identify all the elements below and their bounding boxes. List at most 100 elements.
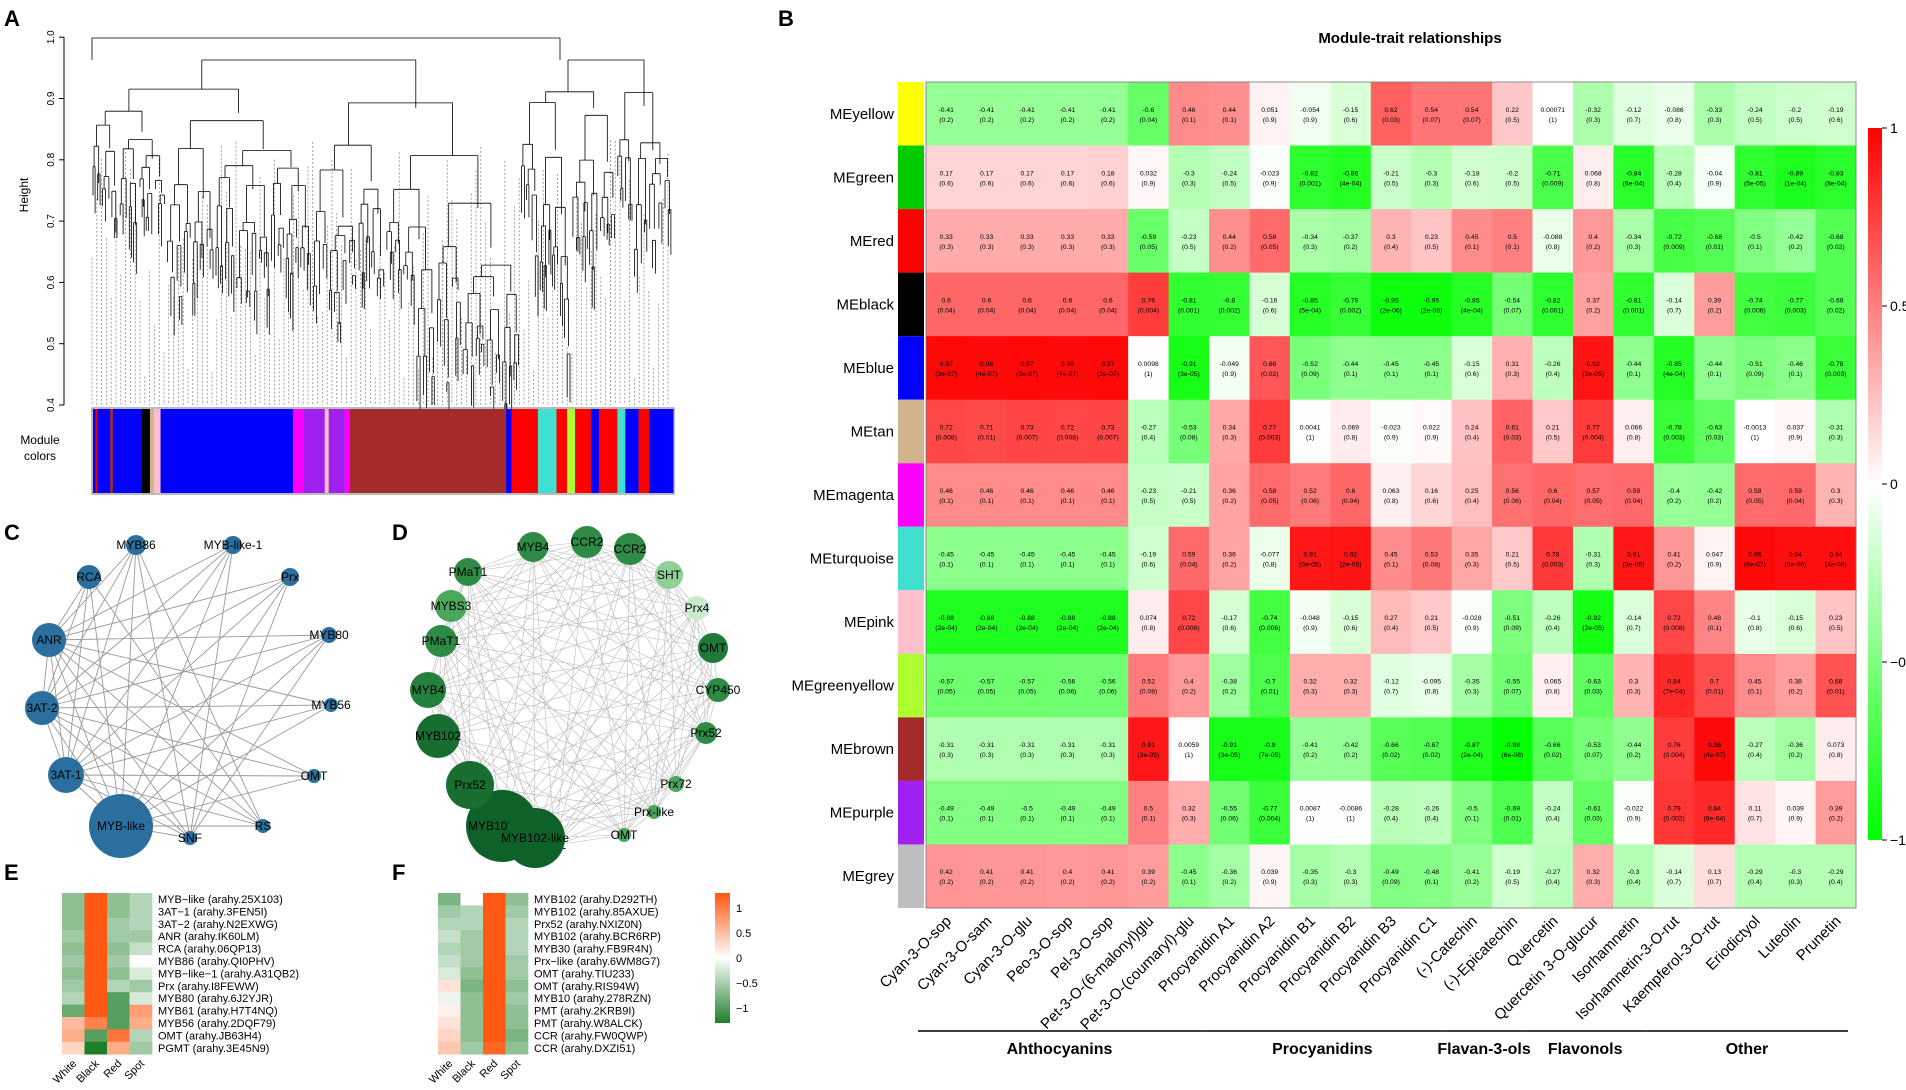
heatmap-cell bbox=[1411, 336, 1453, 401]
cell-value: 0.022 bbox=[1423, 424, 1440, 431]
heatmap-cell bbox=[1370, 844, 1412, 909]
heatmap-cell bbox=[1006, 780, 1048, 845]
cell-value: -0.31 bbox=[1060, 742, 1076, 749]
cell-value: -0.41 bbox=[1100, 107, 1116, 114]
cell-value: 0.56 bbox=[1506, 488, 1519, 495]
heatmap-e: MYB−like (arahy.25X103)3AT−1 (arahy.3FEN… bbox=[51, 893, 299, 1086]
heatmap-cell bbox=[1451, 463, 1493, 528]
network-c-node-label: ANR bbox=[36, 633, 62, 647]
cell-pvalue: (0.08) bbox=[1140, 689, 1158, 696]
cell-value: -0.82 bbox=[1545, 297, 1561, 304]
heatmap-cell bbox=[1492, 844, 1533, 909]
cell-pvalue: (0.9) bbox=[1788, 816, 1802, 823]
heatmap_e-cell bbox=[129, 893, 153, 906]
heatmap-cell bbox=[1330, 209, 1372, 274]
cell-pvalue: (0.7) bbox=[1707, 879, 1721, 886]
heatmap_f-column-label: Black bbox=[450, 1057, 478, 1085]
cell-value: 0.27 bbox=[1384, 615, 1397, 622]
heatmap_f-cell bbox=[483, 942, 506, 956]
cell-value: 0.074 bbox=[1140, 615, 1157, 622]
cell-pvalue: (4e-04) bbox=[1663, 371, 1685, 378]
colorbar-tick-label: −0.5 bbox=[1890, 654, 1906, 670]
network-c-node bbox=[126, 535, 146, 555]
heatmap-cell bbox=[1330, 272, 1372, 337]
cell-pvalue: (0.4) bbox=[1141, 434, 1155, 441]
cell-value: -0.24 bbox=[1545, 806, 1561, 813]
heatmap-cell bbox=[1330, 463, 1372, 528]
cell-pvalue: (0.4) bbox=[1546, 371, 1560, 378]
heatmap-cell bbox=[1815, 399, 1857, 464]
heatmap-cell bbox=[1492, 209, 1533, 274]
cell-value: -0.49 bbox=[1100, 806, 1116, 813]
heatmap-cell bbox=[1532, 272, 1574, 337]
heatmap-cell bbox=[926, 653, 967, 718]
heatmap-cell bbox=[1694, 717, 1736, 782]
network-c-node bbox=[183, 831, 197, 845]
cell-pvalue: (0.06) bbox=[1099, 689, 1117, 696]
heatmap-cell bbox=[1168, 844, 1210, 909]
heatmap_f-cell bbox=[505, 955, 529, 968]
cell-value: 0.37 bbox=[1587, 297, 1600, 304]
heatmap_e-cell bbox=[84, 1017, 108, 1030]
cell-value: -0.31 bbox=[1019, 742, 1035, 749]
cell-pvalue: (0.04) bbox=[1180, 562, 1198, 569]
cell-pvalue: (1) bbox=[1306, 816, 1314, 823]
heatmap-cell bbox=[1775, 590, 1816, 655]
network-d-node bbox=[505, 808, 565, 868]
heatmap_e-cell bbox=[84, 942, 108, 956]
heatmap_e-cell bbox=[84, 1041, 108, 1055]
heatmap-cell bbox=[1168, 463, 1210, 528]
cell-value: -0.77 bbox=[1262, 806, 1278, 813]
heatmap-cell bbox=[1492, 399, 1533, 464]
network-d-node bbox=[655, 561, 683, 589]
cell-value: -0.88 bbox=[938, 615, 954, 622]
cell-value: -0.69 bbox=[1505, 806, 1521, 813]
cell-pvalue: (3e-05) bbox=[1299, 562, 1321, 569]
cell-value: -0.17 bbox=[1222, 615, 1238, 622]
panel-f-label: F bbox=[392, 860, 405, 885]
cell-pvalue: (0.7) bbox=[1667, 879, 1681, 886]
cell-pvalue: (0.004) bbox=[1582, 434, 1604, 441]
cell-pvalue: (0.5) bbox=[1222, 180, 1236, 187]
cell-value: 0.41 bbox=[980, 869, 993, 876]
cell-pvalue: (0.2) bbox=[1101, 879, 1115, 886]
cell-pvalue: (0.2) bbox=[1465, 879, 1479, 886]
heatmap-cell bbox=[966, 653, 1008, 718]
cell-value: 0.76 bbox=[1142, 297, 1155, 304]
cell-value: 0.039 bbox=[1261, 869, 1278, 876]
panel-d-label: D bbox=[392, 520, 408, 545]
cell-pvalue: (0.2) bbox=[1344, 752, 1358, 759]
cell-pvalue: (6e-04) bbox=[1704, 816, 1726, 823]
heatmap-cell bbox=[1451, 399, 1493, 464]
heatmap-cell bbox=[1653, 590, 1695, 655]
heatmap-cell bbox=[1492, 590, 1533, 655]
heatmap-cell bbox=[1492, 336, 1533, 401]
cell-value: 0.0059 bbox=[1178, 742, 1199, 749]
cell-pvalue: (0.9) bbox=[1263, 180, 1277, 187]
heatmap_e-cell bbox=[129, 930, 153, 943]
cell-pvalue: (0.1) bbox=[939, 562, 953, 569]
cell-pvalue: (0.4) bbox=[1748, 752, 1762, 759]
cell-value: 0.037 bbox=[1787, 424, 1804, 431]
heatmap_f-cell bbox=[438, 930, 461, 943]
cell-pvalue: (0.6) bbox=[1061, 180, 1075, 187]
cell-value: 0.051 bbox=[1261, 107, 1278, 114]
cell-pvalue: (0.2) bbox=[1061, 117, 1075, 124]
heatmap-cell bbox=[1087, 82, 1129, 146]
cell-value: 0.78 bbox=[1546, 552, 1559, 559]
cell-pvalue: (0.1) bbox=[1101, 498, 1115, 505]
cell-pvalue: (0.3) bbox=[1182, 816, 1196, 823]
heatmap-cell bbox=[1572, 336, 1614, 401]
cell-pvalue: (0.6) bbox=[1424, 498, 1438, 505]
cell-value: -0.44 bbox=[1626, 361, 1642, 368]
heatmap_f-cell bbox=[505, 893, 529, 906]
heatmap-cell bbox=[1128, 717, 1170, 782]
heatmap_e-cell bbox=[84, 992, 108, 1005]
heatmap-cell bbox=[1249, 717, 1291, 782]
heatmap-cell bbox=[1653, 780, 1695, 845]
heatmap_e-cell bbox=[107, 930, 130, 943]
heatmap-cell bbox=[1532, 526, 1574, 591]
heatmap_f-cell bbox=[483, 1041, 506, 1055]
heatmap-cell bbox=[1330, 526, 1372, 591]
heatmap-cell bbox=[1613, 336, 1655, 401]
